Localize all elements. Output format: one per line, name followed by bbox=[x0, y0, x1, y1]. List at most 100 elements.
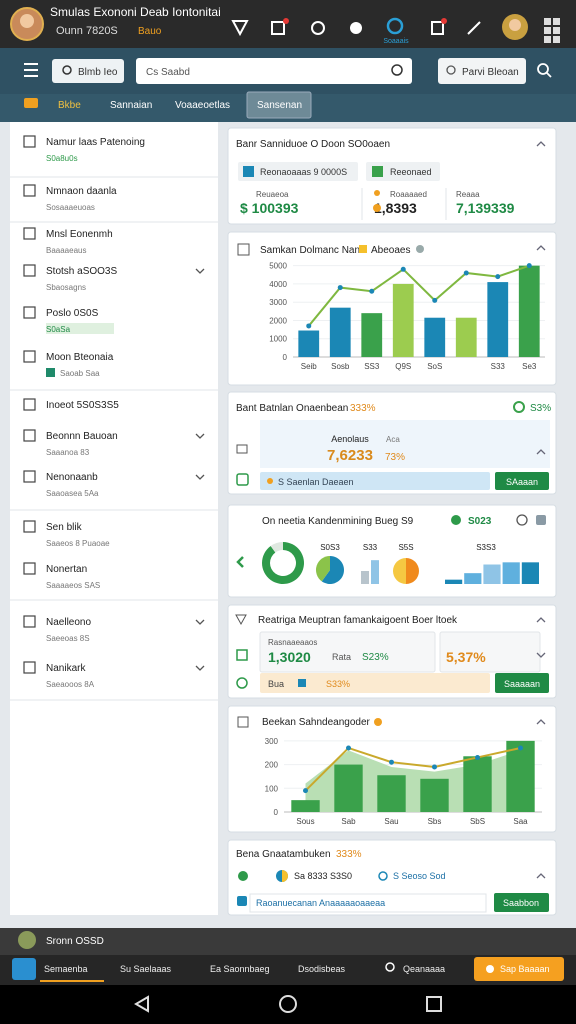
chevron[interactable] bbox=[536, 719, 546, 725]
sub-icon bbox=[46, 368, 55, 377]
button[interactable] bbox=[495, 472, 549, 490]
sidebar-item[interactable]: Nmnaon daanla bbox=[46, 186, 117, 197]
line-point bbox=[463, 270, 469, 276]
avatar-face bbox=[509, 19, 521, 31]
line bbox=[307, 264, 530, 327]
icon bbox=[544, 36, 551, 43]
nav-item[interactable]: Ea Saonnbaeg bbox=[210, 964, 270, 974]
bar bbox=[291, 800, 320, 812]
button-label[interactable]: SAaaan bbox=[506, 477, 538, 487]
sidebar-item[interactable]: Beonnn Bauoan bbox=[46, 431, 118, 442]
metric-label: Rata bbox=[332, 652, 351, 662]
metric-value: 1,3020 bbox=[268, 649, 311, 665]
sidebar-item[interactable]: Inoeot 5S0S3S5 bbox=[46, 400, 119, 411]
y-tick-label: 0 bbox=[283, 353, 288, 362]
chip[interactable] bbox=[366, 162, 440, 181]
chevron[interactable] bbox=[195, 474, 205, 480]
link-icon bbox=[237, 896, 247, 906]
bar bbox=[502, 562, 520, 584]
sidebar-sub: S0a8u0s bbox=[46, 154, 78, 163]
chevron[interactable] bbox=[195, 665, 205, 671]
button-label[interactable]: Saaaaan bbox=[504, 679, 540, 689]
bar bbox=[377, 775, 406, 812]
card-title: Bena Gnaatambuken bbox=[236, 849, 331, 860]
button[interactable] bbox=[494, 893, 549, 912]
balance-value: 7,6233 bbox=[327, 447, 373, 464]
action-button[interactable] bbox=[474, 957, 564, 981]
chevron[interactable] bbox=[536, 873, 546, 879]
search-input[interactable] bbox=[136, 58, 412, 84]
nav-item[interactable]: Semaenba bbox=[44, 964, 88, 974]
search-chip[interactable] bbox=[52, 59, 124, 83]
chevron[interactable] bbox=[536, 245, 546, 251]
tab[interactable]: Bkbe bbox=[58, 100, 81, 111]
search-icon bbox=[391, 64, 403, 76]
back-button[interactable] bbox=[134, 995, 149, 1013]
card-icon bbox=[235, 614, 247, 626]
tab[interactable]: Sansenan bbox=[257, 100, 302, 111]
x-tick-label: Sous bbox=[296, 817, 314, 826]
recents-button[interactable] bbox=[426, 996, 442, 1012]
metric-value: S23% bbox=[362, 652, 389, 663]
chevron[interactable] bbox=[536, 652, 546, 658]
status-bar bbox=[0, 0, 576, 48]
chevron[interactable] bbox=[195, 268, 205, 274]
nav-item[interactable]: Dsodisbeas bbox=[298, 964, 346, 974]
chevron[interactable] bbox=[536, 617, 546, 623]
action-label[interactable]: Sap Baaaan bbox=[500, 964, 550, 974]
sidebar-item[interactable]: Nonertan bbox=[46, 564, 87, 575]
sidebar-item[interactable]: Namur laas Patenoing bbox=[46, 137, 145, 148]
chip[interactable] bbox=[238, 162, 358, 181]
tab[interactable]: Sannaian bbox=[110, 100, 152, 111]
x-tick-label: SbS bbox=[470, 817, 485, 826]
sidebar-item[interactable]: Mnsl Eonenmh bbox=[46, 229, 113, 240]
line-point bbox=[475, 754, 480, 760]
x-tick-label: Sosb bbox=[331, 362, 350, 371]
chevron[interactable] bbox=[536, 449, 546, 455]
stat-value: 1,8393 bbox=[374, 200, 417, 216]
filter-box[interactable] bbox=[438, 58, 526, 84]
sidebar-sub: Saeeoas 8S bbox=[46, 634, 90, 643]
balance-label: Aenolaus bbox=[331, 434, 369, 444]
bar bbox=[298, 330, 320, 357]
sidebar-item[interactable]: Nenonaanb bbox=[46, 472, 98, 483]
bar bbox=[483, 564, 501, 584]
line-point bbox=[432, 297, 438, 303]
chevron[interactable] bbox=[536, 141, 546, 147]
x-tick-label: SoS bbox=[427, 362, 442, 371]
stat-label: Reaaa bbox=[456, 190, 480, 199]
line-point bbox=[337, 285, 343, 291]
sidebar-item[interactable]: Sen blik bbox=[46, 522, 83, 533]
link-text[interactable]: Raoanuecanan Anaaaaaoaaeaa bbox=[256, 898, 385, 908]
app-title: Smulas Exononi Deab Iontonitai bbox=[50, 5, 221, 19]
pie-slice bbox=[262, 542, 305, 584]
bar bbox=[424, 317, 446, 357]
item-icon bbox=[282, 870, 288, 882]
tab[interactable]: Voaaeoetlas bbox=[175, 100, 230, 111]
chip-text: Reeonaed bbox=[390, 167, 432, 177]
sidebar-item[interactable]: Nanikark bbox=[46, 663, 86, 674]
tab-active[interactable] bbox=[246, 91, 312, 119]
pie-slice bbox=[392, 558, 407, 584]
sidebar-item[interactable]: Moon Bteonaia bbox=[46, 352, 114, 363]
sidebar-item[interactable]: Naelleono bbox=[46, 617, 91, 628]
button-label[interactable]: Saabbon bbox=[503, 898, 539, 908]
chevron[interactable] bbox=[236, 556, 244, 568]
metric-value: 5,37% bbox=[446, 649, 486, 665]
bar bbox=[518, 265, 540, 357]
icon bbox=[536, 515, 546, 525]
info-bar bbox=[260, 472, 490, 490]
mini-chart-title: S3S3 bbox=[476, 543, 496, 552]
sidebar-item[interactable]: Stotsh aSOO3S bbox=[46, 266, 117, 277]
nav-item[interactable]: Su Saelaaas bbox=[120, 964, 172, 974]
icon bbox=[516, 514, 528, 526]
nav-item[interactable]: Qeanaaaa bbox=[403, 964, 445, 974]
sidebar-item[interactable]: Poslo 0S0S bbox=[46, 308, 99, 319]
chevron[interactable] bbox=[195, 619, 205, 625]
item-icon bbox=[23, 135, 36, 148]
line-point bbox=[400, 266, 406, 272]
button[interactable] bbox=[495, 673, 549, 693]
chevron[interactable] bbox=[195, 433, 205, 439]
line-point bbox=[303, 788, 308, 794]
y-tick-label: 200 bbox=[265, 761, 279, 770]
